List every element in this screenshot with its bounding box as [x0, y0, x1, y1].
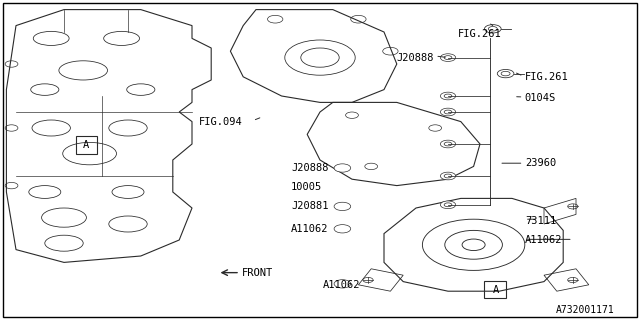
- Text: 73111: 73111: [525, 216, 556, 226]
- Text: A11062: A11062: [525, 235, 563, 245]
- Bar: [484, 281, 506, 298]
- Circle shape: [484, 25, 501, 33]
- Text: J20881: J20881: [291, 201, 329, 212]
- Text: A732001171: A732001171: [556, 305, 614, 316]
- Text: 10005: 10005: [291, 182, 323, 192]
- Text: 0104S: 0104S: [525, 92, 556, 103]
- Text: 23960: 23960: [525, 158, 556, 168]
- Text: A: A: [493, 284, 499, 295]
- Text: J20888: J20888: [291, 163, 329, 173]
- Text: FIG.094: FIG.094: [198, 116, 242, 127]
- Text: J20888: J20888: [397, 52, 435, 63]
- Circle shape: [334, 202, 351, 211]
- Bar: [76, 136, 97, 154]
- Circle shape: [440, 172, 456, 180]
- Circle shape: [440, 201, 456, 209]
- Circle shape: [440, 54, 456, 61]
- Text: A: A: [83, 140, 90, 150]
- Circle shape: [440, 92, 456, 100]
- Text: FIG.261: FIG.261: [525, 72, 568, 82]
- Circle shape: [334, 280, 351, 288]
- Text: FIG.261: FIG.261: [458, 28, 501, 39]
- Circle shape: [334, 164, 351, 172]
- Text: FRONT: FRONT: [242, 268, 273, 278]
- Circle shape: [497, 69, 514, 78]
- Circle shape: [440, 140, 456, 148]
- Circle shape: [334, 225, 351, 233]
- Circle shape: [440, 108, 456, 116]
- Text: A11062: A11062: [291, 224, 329, 234]
- Text: A11062: A11062: [323, 280, 361, 290]
